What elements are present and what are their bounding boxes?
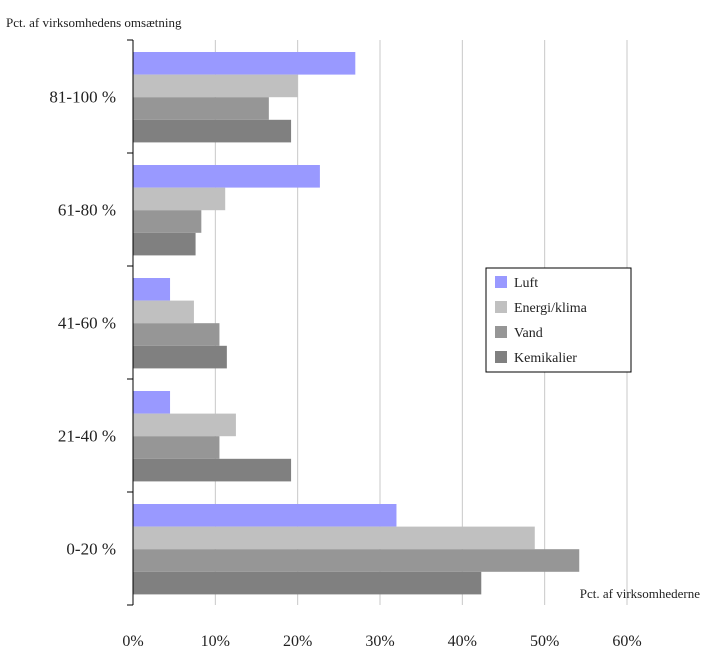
bar-vand [133,549,580,572]
bar-vand [133,210,202,233]
bar-luft [133,391,171,414]
x-tick-label: 10% [201,633,230,648]
bar-luft [133,504,397,527]
legend-swatch [495,326,507,338]
bar-kemikalier [133,119,292,143]
bar-luft [133,52,356,75]
bar-energi-klima [133,413,236,437]
x-tick-label: 20% [283,633,312,648]
bar-kemikalier [133,458,292,482]
x-tick-label: 40% [448,633,477,648]
legend-label: Kemikalier [514,351,577,366]
legend: Luft Energi/klima Vand Kemikalier [485,267,632,373]
bar-kemikalier [133,345,227,369]
y-axis-ticks: 81-100 % 61-80 % 41-60 % 21-40 % 0-20 % [49,88,116,559]
x-tick-label: 0% [122,633,143,648]
bar-kemikalier [133,232,196,256]
y-tick-label: 41-60 % [58,314,116,333]
bar-vand [133,97,269,120]
bar-vand [133,323,220,346]
legend-label: Energi/klima [514,301,588,316]
legend-label: Vand [514,326,543,341]
x-axis-ticks: 0% 10% 20% 30% 40% 50% 60% [122,633,641,648]
bar-energi-klima [133,526,535,550]
bar-energi-klima [133,187,226,211]
x-tick-label: 50% [530,633,559,648]
legend-swatch [495,351,507,363]
bar-energi-klima [133,74,298,98]
bars [133,52,580,595]
x-tick-label: 30% [365,633,394,648]
x-tick-label: 60% [612,633,641,648]
legend-swatch [495,301,507,313]
bar-luft [133,278,171,301]
bar-kemikalier [133,571,482,595]
bar-energi-klima [133,300,194,324]
legend-box [485,267,632,373]
bar-luft [133,165,320,188]
y-tick-label: 21-40 % [58,427,116,446]
legend-label: Luft [514,276,538,291]
axes [127,39,134,606]
y-axis-title: Pct. af virksomhedens omsætning [6,15,182,30]
y-tick-label: 81-100 % [49,88,116,107]
legend-swatch [495,276,507,288]
x-axis-title: Pct. af virksomhederne [580,586,700,601]
y-tick-label: 61-80 % [58,201,116,220]
y-tick-label: 0-20 % [66,540,116,559]
bar-vand [133,436,220,459]
